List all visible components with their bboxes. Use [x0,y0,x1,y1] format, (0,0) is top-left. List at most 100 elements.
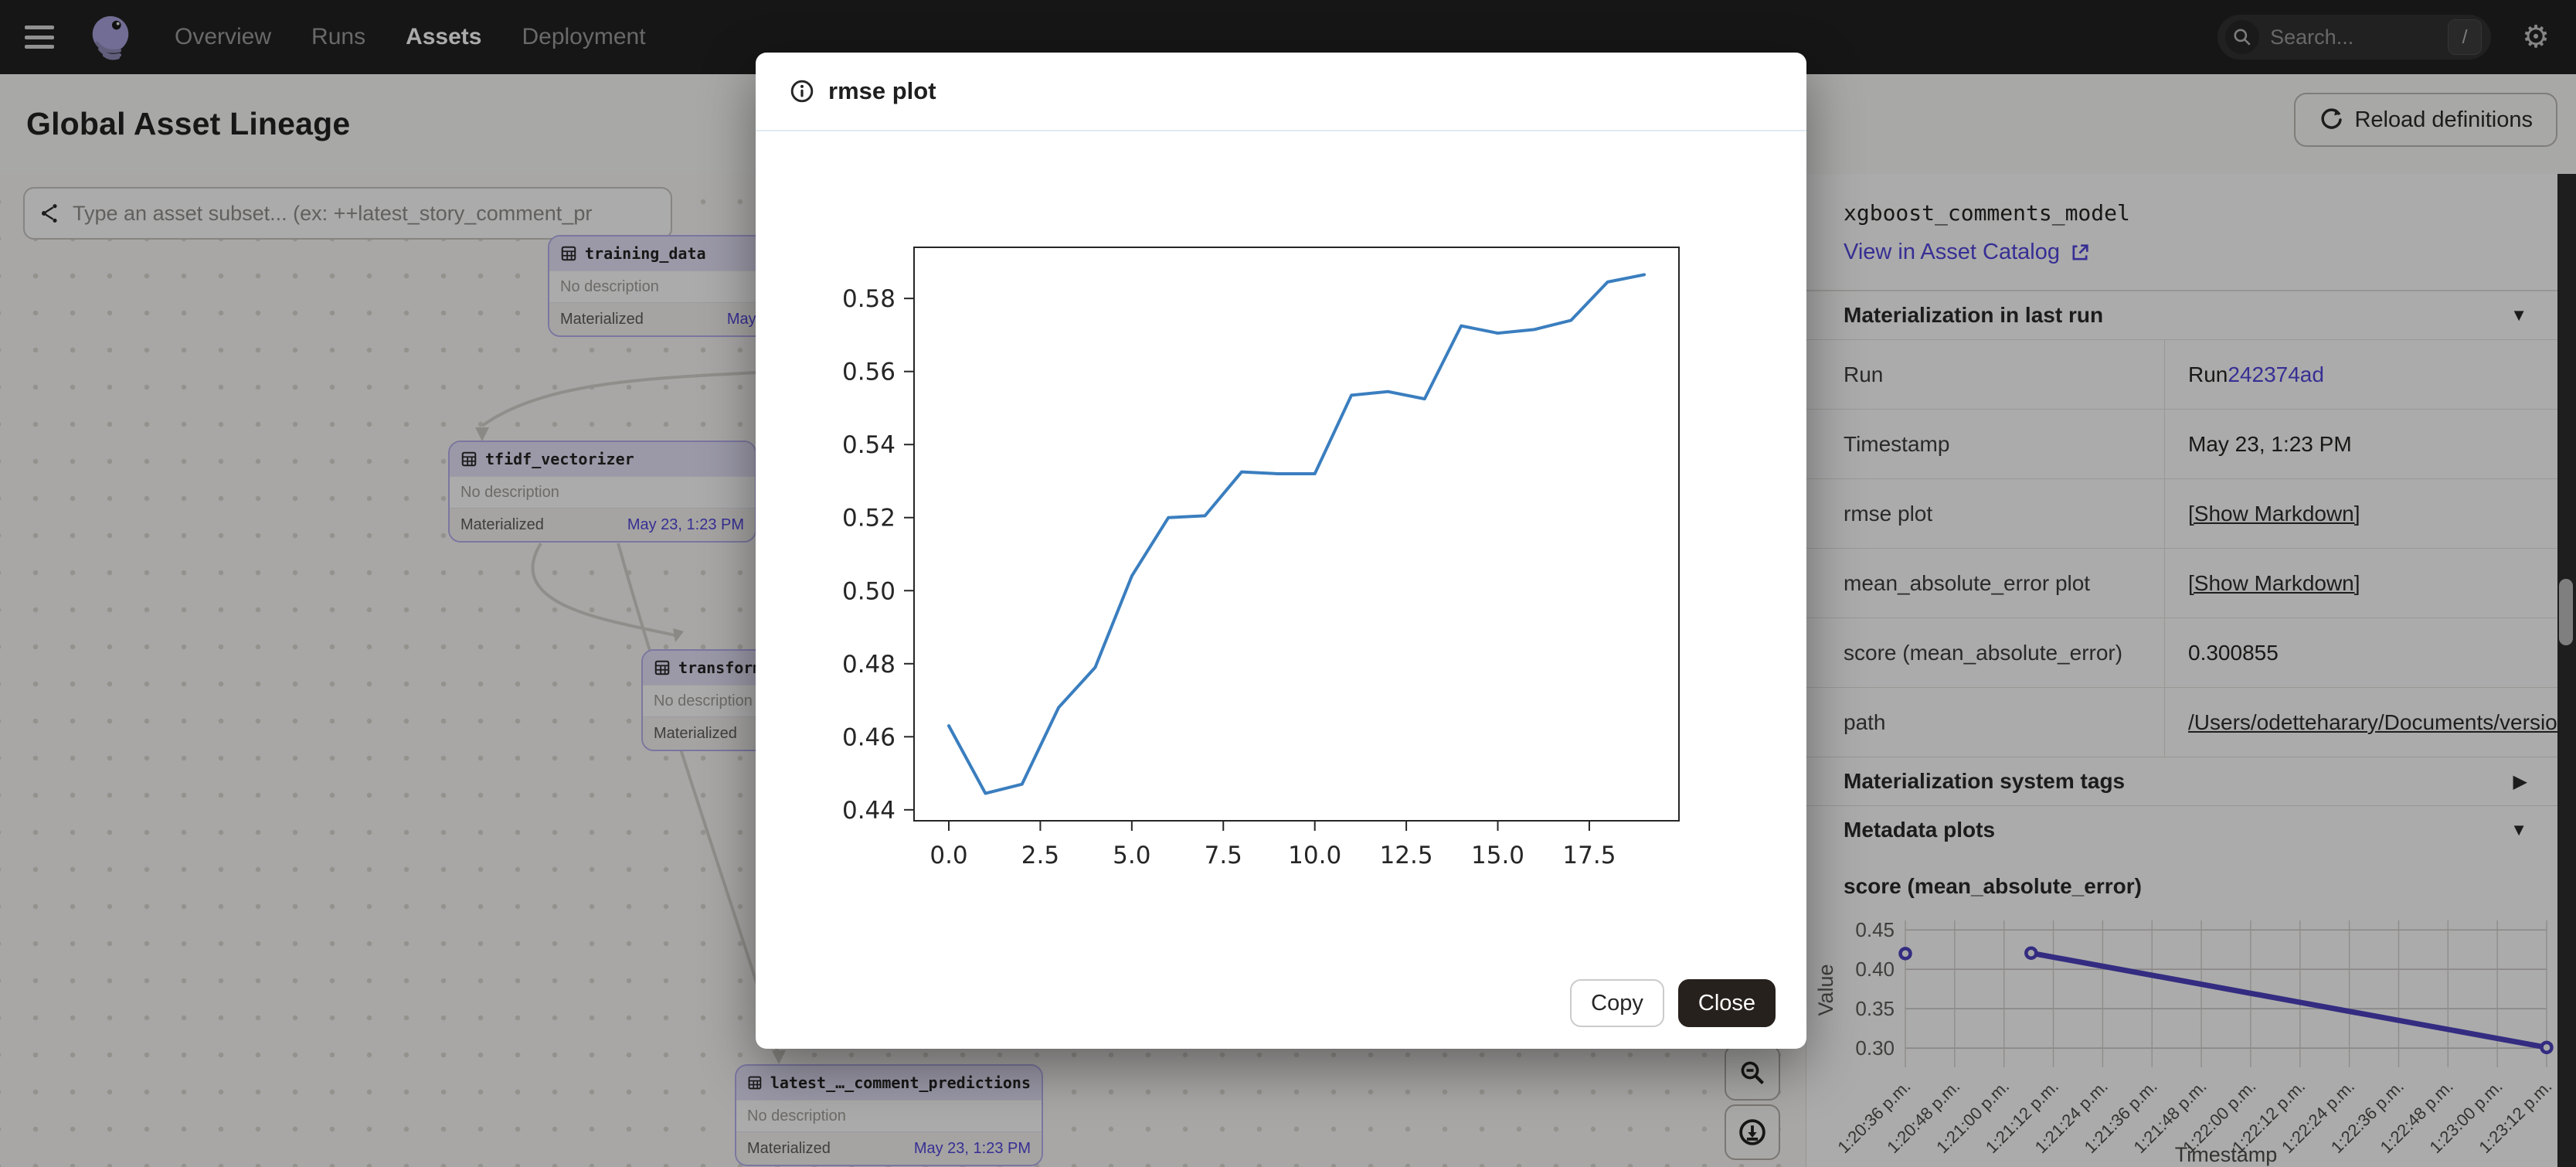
svg-text:10.0: 10.0 [1288,842,1341,869]
nav-items: Overview Runs Assets Deployment [175,24,646,50]
metadata-label: path [1844,709,1886,734]
asset-graph-icon [41,204,57,223]
metadata-label: Run [1844,362,1884,386]
metadata-row-score-mean-absolute-error: score (mean_absolute_error) 0.300855 [1806,618,2558,687]
menu-icon[interactable] [25,26,54,49]
metadata-value: Run 242374ad [2164,340,2558,409]
svg-text:0.50: 0.50 [842,577,895,605]
path-link[interactable]: /Users/odetteharary/Documents/version [2188,709,2558,734]
svg-text:0.48: 0.48 [842,651,895,679]
table-icon [561,246,576,261]
download-button[interactable] [1725,1104,1780,1160]
asset-node-latest-comment-predictions[interactable]: latest_…_comment_predictions No descripti… [735,1064,1043,1166]
materialized-timestamp[interactable]: May 23, 1:23 PM [913,1139,1031,1157]
asset-node-tfidf-vectorizer[interactable]: tfidf_vectorizer No description Materializ… [448,441,756,543]
metadata-row-rmse-plot: rmse plot [Show Markdown] [1806,478,2558,548]
page-title: Global Asset Lineage [26,106,351,141]
zoom-out-button[interactable] [1725,1045,1780,1101]
download-icon [1739,1119,1765,1145]
dialog-title: rmse plot [828,77,936,104]
section-metadata-plots[interactable]: Metadata plots ▼ [1806,805,2558,854]
svg-text:0.30: 0.30 [1855,1036,1895,1060]
mean-absolute-error-plot-link[interactable]: [Show Markdown] [2188,570,2360,595]
section-materialization-system-tags[interactable]: Materialization system tags ▶ [1806,757,2558,805]
chevron-right-icon: ▶ [2513,771,2527,792]
asset-name: xgboost_comments_model [1844,200,2130,226]
scrollbar-thumb[interactable] [2559,579,2573,645]
svg-text:15.0: 15.0 [1471,842,1524,869]
table-icon [654,660,670,675]
svg-text:0.44: 0.44 [842,797,895,825]
asset-node-description: No description [736,1100,1042,1131]
nav-item-runs[interactable]: Runs [311,24,366,49]
reload-definitions-button[interactable]: Reload definitions [2294,93,2557,147]
svg-text:Value: Value [1814,964,1837,1016]
materialization-metadata-table: Run Run 242374ad Timestamp May 23, 1:23 PM r… [1806,339,2558,757]
materialized-timestamp[interactable]: May 23, 1:23 PM [627,515,744,533]
svg-text:0.35: 0.35 [1855,997,1895,1020]
metadata-value: [Show Markdown] [2164,479,2558,548]
rmse-plot-link[interactable]: [Show Markdown] [2188,501,2360,526]
svg-text:7.5: 7.5 [1205,842,1242,869]
metadata-label: mean_absolute_error plot [1844,570,2091,595]
svg-text:0.54: 0.54 [842,431,895,459]
asset-node-name: training_data [585,244,706,263]
nav-item-overview[interactable]: Overview [175,24,272,49]
nav-item-assets[interactable]: Assets [406,24,482,49]
score-plot-chart: 0.450.400.350.301:20:36 p.m.1:20:48 p.m.… [1814,918,2556,1166]
svg-text:0.0: 0.0 [929,842,967,869]
reload-icon [2321,108,2343,129]
section-materialization-in-last-run[interactable]: Materialization in last run ▼ [1806,291,2558,339]
chevron-down-icon: ▼ [2510,305,2527,325]
magnifier-minus-icon [1741,1061,1764,1084]
metadata-value: 0.300855 [2164,618,2558,687]
metadata-row-mean-absolute-error-plot: mean_absolute_error plot [Show Markdown] [1806,548,2558,618]
rmse-plot-chart: 0.44 0.46 0.48 0.50 0.52 0.54 0.56 0.58 0.0 2.5 5.… [842,247,1680,869]
view-in-asset-catalog-link[interactable]: View in Asset Catalog [1844,240,2091,265]
right-scroll-strip [2557,174,2576,1167]
asset-node-name: transform [678,658,763,677]
asset-details-sidebar: xgboost_comments_model View in Asset Cat… [1806,174,2558,1167]
table-icon [748,1076,762,1090]
svg-text:0.40: 0.40 [1855,958,1895,981]
search-shortcut-badge: / [2448,19,2483,55]
info-icon [790,80,814,103]
svg-text:12.5: 12.5 [1380,842,1433,869]
rmse-plot-dialog: rmse plot 0.44 0.46 0.48 0.50 0.52 0.54 0.56 0.… [756,53,1806,1049]
metadata-value: /Users/odetteharary/Documents/version [2164,688,2558,757]
svg-text:0.45: 0.45 [1855,918,1895,941]
reload-definitions-label: Reload definitions [2354,107,2533,132]
metadata-value: May 23, 1:23 PM [2164,410,2558,478]
metadata-row-timestamp: Timestamp May 23, 1:23 PM [1806,409,2558,478]
materialized-status: Materialized [747,1139,831,1157]
metadata-label: rmse plot [1844,501,1933,526]
asset-node-name: tfidf_vectorizer [485,450,634,468]
divider [1806,290,2558,291]
svg-text:17.5: 17.5 [1562,842,1616,869]
close-button[interactable]: Close [1678,979,1776,1027]
search-icon [2225,20,2260,54]
asset-subset-placeholder: Type an asset subset... (ex: ++latest_st… [73,201,593,225]
asset-subset-filter-input[interactable]: Type an asset subset... (ex: ++latest_st… [23,187,672,240]
nav-item-deployment[interactable]: Deployment [522,24,646,49]
run-link[interactable]: 242374ad [2228,362,2324,386]
materialized-status: Materialized [654,724,737,742]
metadata-row-path: path/Users/odetteharary/Documents/versio… [1806,687,2558,757]
gear-icon[interactable]: ⚙ [2522,20,2550,54]
metadata-row-run: Run Run 242374ad [1806,339,2558,409]
asset-node-description: No description [549,270,855,302]
asset-node-name: latest_…_comment_predictions [770,1073,1031,1092]
search-input[interactable]: Search... / [2217,15,2492,60]
svg-text:2.5: 2.5 [1021,842,1059,869]
dagster-logo[interactable] [87,13,134,61]
materialized-status: Materialized [460,515,544,533]
svg-text:Timestamp: Timestamp [2175,1143,2278,1166]
materialized-status: Materialized [560,310,644,328]
chevron-down-icon: ▼ [2510,820,2527,839]
asset-node-description: No description [450,476,755,508]
svg-text:0.56: 0.56 [842,359,895,386]
external-link-icon [2072,243,2088,260]
copy-button[interactable]: Copy [1570,979,1664,1027]
metadata-label: Timestamp [1844,431,1950,456]
sidebar-plot-title: score (mean_absolute_error) [1844,874,2142,898]
